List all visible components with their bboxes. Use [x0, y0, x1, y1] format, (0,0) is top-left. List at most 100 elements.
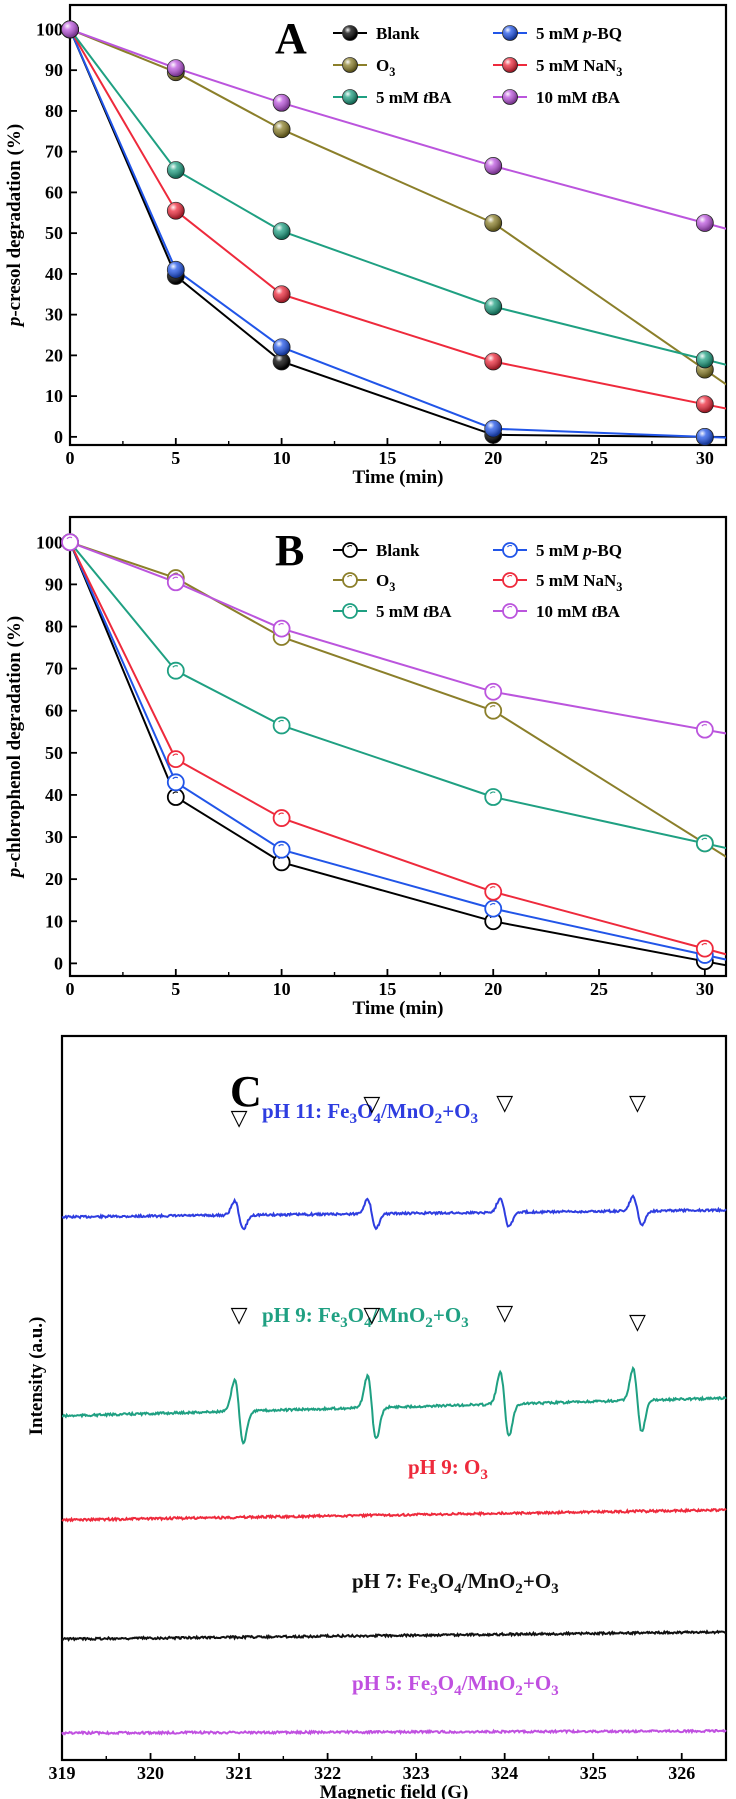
panel-a-x-tick-label: 10: [273, 448, 291, 468]
panel-a-y-tick-label: 70: [45, 142, 63, 162]
panel-c-peak-marker: ▽: [496, 1300, 513, 1325]
panel-c-spectrum-label-ph7: pH 7: Fe3O4/MnO2+O3: [352, 1569, 559, 1597]
panel-c-panel-label: C: [230, 1067, 262, 1116]
panel-b-point-tba5: [166, 661, 185, 680]
panel-a-y-tick-label: 100: [36, 19, 63, 39]
panel-b-x-tick-label: 0: [66, 979, 75, 999]
panel-a-x-axis-label: Time (min): [353, 467, 444, 488]
panel-a-point-tba10: [166, 59, 185, 78]
panel-b-y-tick-label: 20: [45, 869, 63, 889]
panel-b-y-tick-label: 80: [45, 616, 63, 636]
panel-c-spectrum-ph7: pH 7: Fe3O4/MnO2+O3: [61, 1569, 727, 1642]
panel-c-x-axis-label: Magnetic field (G): [320, 1782, 469, 1799]
panel-b-y-tick-label: 70: [45, 659, 63, 679]
panel-c-peak-marker: ▽: [629, 1090, 646, 1115]
panel-a-legend-item-tba10: 10 mM tBA: [493, 88, 621, 107]
panel-b-point-blank: [166, 788, 185, 806]
panel-c-spectrum-line-ph11: [61, 1194, 727, 1231]
panel-a-point-blank: [272, 352, 291, 371]
panel-b-series-line-tba10: [70, 541, 726, 735]
panel-c-peak-marker: ▽: [496, 1090, 513, 1115]
panel-c-spectrum-line-ph9o3: [61, 1507, 727, 1523]
panel-a-point-pbq: [272, 338, 291, 357]
panel-b-series-line-o3: [70, 541, 726, 858]
panel-b-legend-item-pbq: 5 mM p-BQ: [493, 541, 622, 560]
panel-b-frame: [68, 515, 728, 978]
panel-a-point-nan3: [695, 395, 714, 414]
panel-c-y-axis-label: Intensity (a.u.): [26, 1317, 47, 1436]
panel-c-x-tick-label: 320: [137, 1763, 164, 1783]
panel-a-y-tick-label: 60: [45, 182, 63, 202]
panel-a-y-tick-label: 50: [45, 223, 63, 243]
panel-a-y-axis-label: p-cresol degradation (%): [4, 124, 25, 328]
panel-b-point-tba5: [272, 716, 291, 735]
panel-a-legend-item-tba5: 5 mM tBA: [333, 88, 452, 107]
panel-b-point-nan3: [166, 750, 185, 769]
panel-a-point-o3: [272, 120, 291, 139]
panel-c-x-tick-label: 325: [580, 1763, 607, 1783]
panel-c-x-tick-label: 326: [668, 1763, 695, 1783]
panel-b-y-tick-label: 0: [54, 953, 63, 973]
panel-a-point-tba10: [272, 93, 291, 112]
panel-b-y-tick-label: 10: [45, 911, 63, 931]
panel-a-legend: Blank 5 mM p-BQ O3 5 mM NaN3 5 mM tBA 10 mM t…: [333, 24, 622, 107]
panel-b-legend-item-tba5: 5 mM tBA: [333, 602, 452, 621]
panel-a-point-nan3: [484, 352, 503, 371]
panel-b-x-tick-label: 20: [484, 979, 502, 999]
panel-b-x-axis-label: Time (min): [353, 998, 444, 1019]
panel-c-peak-marker: ▽: [231, 1105, 248, 1130]
panel-b-y-tick-label: 90: [45, 574, 63, 594]
panel-b-chart: 0 5 10 15 20 25 30 0 10 20 30 40 50 60 70 80 90 100 Time (…: [4, 515, 728, 1019]
panel-a-point-tba5: [695, 350, 714, 369]
panel-a-y-tick-label: 0: [54, 427, 63, 447]
panel-b-x-tick-label: 10: [273, 979, 291, 999]
panel-b-legend-item-o3: O3: [333, 571, 395, 594]
panel-c-frame: [60, 1034, 728, 1762]
panel-b-legend-label-blank: Blank: [376, 541, 420, 560]
panel-b-y-tick-label: 60: [45, 701, 63, 721]
panel-a-frame: [68, 3, 728, 447]
panel-b-point-nan3: [272, 809, 291, 827]
panel-b-point-pbq: [272, 840, 291, 859]
panel-a-point-nan3: [166, 201, 185, 220]
panel-b-legend-item-nan3: 5 mM NaN3: [493, 571, 622, 594]
panel-a-y-tick-label: 40: [45, 264, 63, 284]
panel-b-point-o3: [484, 701, 503, 720]
panel-c-spectrum-ph11: pH 11: Fe3O4/MnO2+O3▽▽ ▽ ▽: [61, 1090, 727, 1231]
panel-a-point-tba5: [272, 222, 291, 241]
panel-c-spectrum-label-ph9o3: pH 9: O3: [408, 1455, 488, 1483]
panel-b-point-nan3: [484, 882, 503, 901]
panel-b-x-tick-label: 5: [171, 979, 180, 999]
panel-a-point-tba10: [484, 157, 503, 175]
panel-b-point-tba5: [695, 834, 714, 853]
panel-b-point-tba10: [695, 720, 714, 739]
panel-a-chart: 0 5 10 15 20 25 30 0 10 20 30 40 50 60 70 80 90 100 Time (…: [4, 3, 728, 488]
panel-a-point-tba5: [484, 297, 503, 316]
panel-b-legend-label-tba5: 5 mM tBA: [376, 602, 452, 621]
panel-a-y-tick-label: 80: [45, 101, 63, 121]
panel-c-peak-marker: ▽: [231, 1302, 248, 1327]
panel-c-x-tick-label: 319: [49, 1763, 76, 1783]
panel-b-point-tba10: [484, 682, 503, 701]
panel-c-spectrum-ph9cat: pH 9: Fe3O4/MnO2+O3▽ ▽ ▽ ▽: [61, 1300, 727, 1445]
panel-a-legend-item-pbq: 5 mM p-BQ: [493, 24, 622, 43]
panel-a-point-pbq: [484, 419, 503, 438]
panel-a-panel-label: A: [275, 14, 307, 63]
panel-b-y-tick-label: 30: [45, 827, 63, 847]
panel-c-spectrum-label-ph5: pH 5: Fe3O4/MnO2+O3: [352, 1671, 559, 1699]
panel-a-point-pbq: [695, 427, 714, 446]
panel-a-legend-label-tba5: 5 mM tBA: [376, 88, 452, 107]
panel-a-point-nan3: [272, 285, 291, 304]
panel-b-y-tick-label: 40: [45, 785, 63, 805]
panel-a-x-tick-label: 0: [66, 448, 75, 468]
panel-b-point-pbq: [484, 899, 503, 918]
panel-c-spectrum-line-ph7: [61, 1629, 727, 1642]
panel-b-legend-item-blank: Blank: [333, 541, 420, 560]
panel-a-series-line-tba5: [70, 28, 726, 366]
panel-a-y-tick-label: 90: [45, 60, 63, 80]
panel-a-y-tick-label: 10: [45, 386, 63, 406]
panel-b-point-tba5: [484, 788, 503, 806]
panel-c-peak-marker: ▽: [363, 1091, 380, 1116]
panel-c-x-tick-label: 322: [314, 1763, 341, 1783]
